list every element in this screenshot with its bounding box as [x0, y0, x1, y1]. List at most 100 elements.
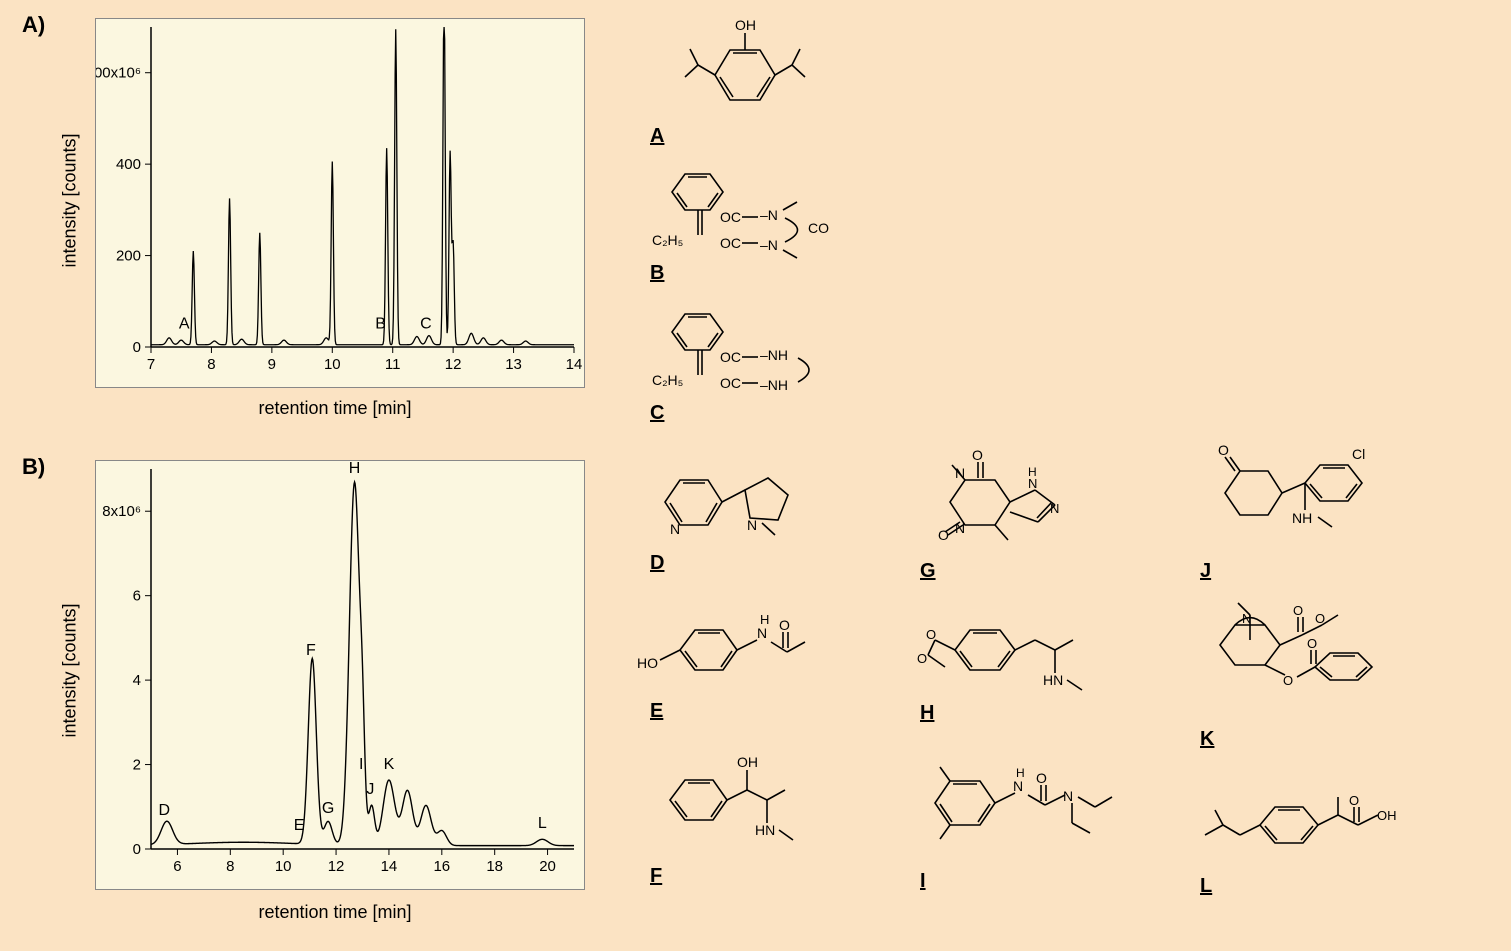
structure-l: O OH — [1185, 770, 1415, 880]
structure-b: OC C₂H₅ OC –N –N CO — [630, 160, 870, 265]
svg-text:O: O — [1218, 442, 1229, 458]
svg-text:O: O — [917, 651, 927, 666]
svg-text:HN: HN — [755, 822, 775, 838]
structure-g: N N O O N N H — [910, 440, 1100, 560]
svg-text:13: 13 — [505, 356, 522, 373]
svg-text:7: 7 — [147, 356, 155, 373]
structure-c-label: C — [650, 402, 664, 425]
svg-text:Cl: Cl — [1352, 446, 1365, 462]
svg-text:600x10⁶: 600x10⁶ — [95, 65, 141, 82]
chart-a-ylabel: intensity [counts] — [60, 101, 81, 301]
svg-text:N: N — [670, 521, 680, 537]
svg-text:10: 10 — [324, 356, 341, 373]
svg-text:O: O — [926, 627, 936, 642]
svg-text:J: J — [366, 781, 374, 798]
svg-text:OH: OH — [735, 17, 756, 33]
svg-text:14: 14 — [566, 356, 583, 373]
svg-text:8: 8 — [226, 858, 234, 875]
panel-a-label: A) — [22, 12, 45, 38]
svg-text:20: 20 — [539, 858, 556, 875]
svg-text:16: 16 — [433, 858, 450, 875]
svg-text:C₂H₅: C₂H₅ — [652, 232, 683, 248]
svg-text:OH: OH — [737, 754, 758, 770]
svg-text:O: O — [938, 527, 949, 543]
structure-d-label: D — [650, 552, 664, 575]
svg-text:HN: HN — [1043, 672, 1063, 688]
chart-b: 6810121416182002468x10⁶DEFGHIJKL — [95, 460, 585, 890]
structure-k: N O O O O — [1180, 585, 1410, 730]
svg-text:10: 10 — [275, 858, 292, 875]
structure-a: OH — [650, 15, 820, 125]
svg-text:6: 6 — [173, 858, 181, 875]
svg-text:0: 0 — [133, 841, 141, 858]
structure-e-label: E — [650, 700, 663, 723]
svg-text:N: N — [1242, 611, 1251, 626]
svg-text:OC: OC — [720, 235, 741, 251]
svg-text:9: 9 — [268, 356, 276, 373]
chart-a-xlabel: retention time [min] — [210, 398, 460, 419]
svg-text:O: O — [972, 447, 983, 463]
svg-text:OC: OC — [720, 349, 741, 365]
svg-text:12: 12 — [445, 356, 462, 373]
svg-text:H: H — [1016, 766, 1025, 780]
svg-text:CO: CO — [808, 220, 829, 236]
svg-text:G: G — [322, 800, 334, 817]
structure-h-label: H — [920, 702, 934, 725]
structure-j-label: J — [1200, 560, 1211, 583]
svg-text:–N: –N — [760, 207, 778, 223]
chart-b-xlabel: retention time [min] — [210, 902, 460, 923]
svg-text:N: N — [955, 465, 965, 481]
structure-d: N N — [640, 440, 810, 550]
svg-text:N: N — [1013, 778, 1023, 794]
svg-text:OH: OH — [1377, 808, 1397, 823]
svg-text:O: O — [1293, 603, 1303, 618]
svg-text:K: K — [384, 756, 395, 773]
svg-text:8x10⁶: 8x10⁶ — [102, 503, 141, 520]
svg-text:O: O — [779, 617, 790, 633]
svg-text:O: O — [1283, 673, 1293, 688]
svg-text:H: H — [1028, 465, 1037, 479]
svg-text:0: 0 — [133, 339, 141, 356]
svg-text:A: A — [179, 316, 190, 333]
svg-text:N: N — [757, 625, 767, 641]
svg-text:11: 11 — [385, 356, 401, 373]
structure-e: HO N H O — [625, 590, 825, 700]
svg-text:F: F — [306, 642, 316, 659]
svg-text:–N: –N — [760, 237, 778, 253]
structure-g-label: G — [920, 560, 936, 583]
svg-text:OC: OC — [720, 209, 741, 225]
svg-text:2: 2 — [133, 757, 141, 774]
structure-l-label: L — [1200, 875, 1212, 898]
structure-f-label: F — [650, 865, 662, 888]
svg-text:N: N — [1050, 501, 1059, 516]
structure-i: N H O N — [900, 745, 1130, 870]
svg-text:400: 400 — [116, 156, 141, 173]
structure-k-label: K — [1200, 728, 1214, 751]
structure-j: O Cl NH — [1190, 435, 1390, 560]
panel-b-label: B) — [22, 454, 45, 480]
structure-h: O O HN — [900, 595, 1110, 705]
svg-text:6: 6 — [133, 588, 141, 605]
chart-b-ylabel: intensity [counts] — [60, 571, 81, 771]
svg-text:NH: NH — [1292, 510, 1312, 526]
svg-text:O: O — [1036, 770, 1047, 786]
svg-text:B: B — [375, 316, 386, 333]
svg-text:C₂H₅: C₂H₅ — [652, 372, 683, 388]
svg-text:C: C — [420, 316, 432, 333]
svg-text:N: N — [747, 517, 757, 533]
svg-text:–NH: –NH — [760, 347, 788, 363]
svg-text:HO: HO — [637, 655, 658, 671]
svg-text:OC: OC — [720, 375, 741, 391]
structure-f: OH HN — [645, 745, 815, 865]
svg-text:L: L — [538, 815, 547, 832]
svg-text:8: 8 — [207, 356, 215, 373]
svg-text:4: 4 — [133, 672, 141, 689]
svg-text:O: O — [1349, 793, 1359, 808]
svg-text:–NH: –NH — [760, 377, 788, 393]
svg-text:O: O — [1307, 636, 1317, 651]
svg-text:N: N — [955, 520, 965, 536]
svg-text:D: D — [158, 802, 170, 819]
svg-text:12: 12 — [328, 858, 345, 875]
svg-text:14: 14 — [381, 858, 398, 875]
svg-text:H: H — [349, 460, 361, 477]
